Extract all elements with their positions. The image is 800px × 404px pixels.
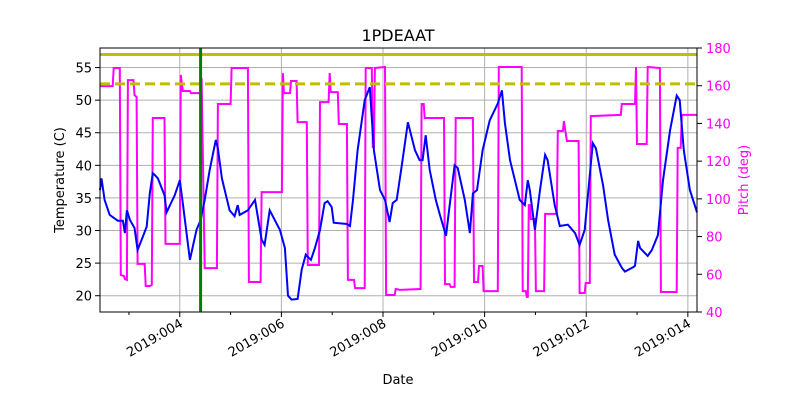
x-tick-label: 2019:004 (124, 316, 185, 360)
chart-title: 1PDEAAT (361, 26, 434, 45)
y-tick-label: 45 (75, 127, 92, 142)
y-tick-label: 40 (75, 159, 92, 174)
x-tick-label: 2019:012 (531, 316, 592, 360)
x-tick-label: 2019:008 (328, 316, 389, 360)
y-tick-label: 55 (75, 62, 92, 77)
y-right-tick-label: 60 (706, 268, 723, 283)
y-right-tick-label: 140 (706, 117, 731, 132)
y-right-tick-label: 100 (706, 193, 731, 208)
y-tick-label: 50 (75, 94, 92, 109)
plot-frame (99, 47, 698, 313)
y-right-tick-label: 120 (706, 155, 731, 170)
x-tick-label: 2019:006 (226, 316, 287, 360)
y-tick-label: 35 (75, 192, 92, 207)
y-right-tick-label: 80 (706, 231, 723, 246)
y-tick-label: 20 (75, 290, 92, 305)
temperature-line (99, 86, 698, 301)
y-right-tick-label: 160 (706, 80, 731, 95)
x-tick-label: 2019:014 (632, 316, 693, 360)
y-right-axis-label: Pitch (deg) (737, 145, 752, 215)
y-tick-label: 30 (75, 225, 92, 240)
y-tick-label: 25 (75, 257, 92, 272)
x-axis-label: Date (382, 373, 413, 388)
y-right-tick-label: 180 (706, 42, 731, 57)
y-right-tick-label: 40 (706, 306, 723, 321)
pitch-line (100, 65, 697, 298)
y-axis-label: Temperature (C) (53, 127, 68, 234)
x-tick-label: 2019:010 (429, 316, 490, 360)
